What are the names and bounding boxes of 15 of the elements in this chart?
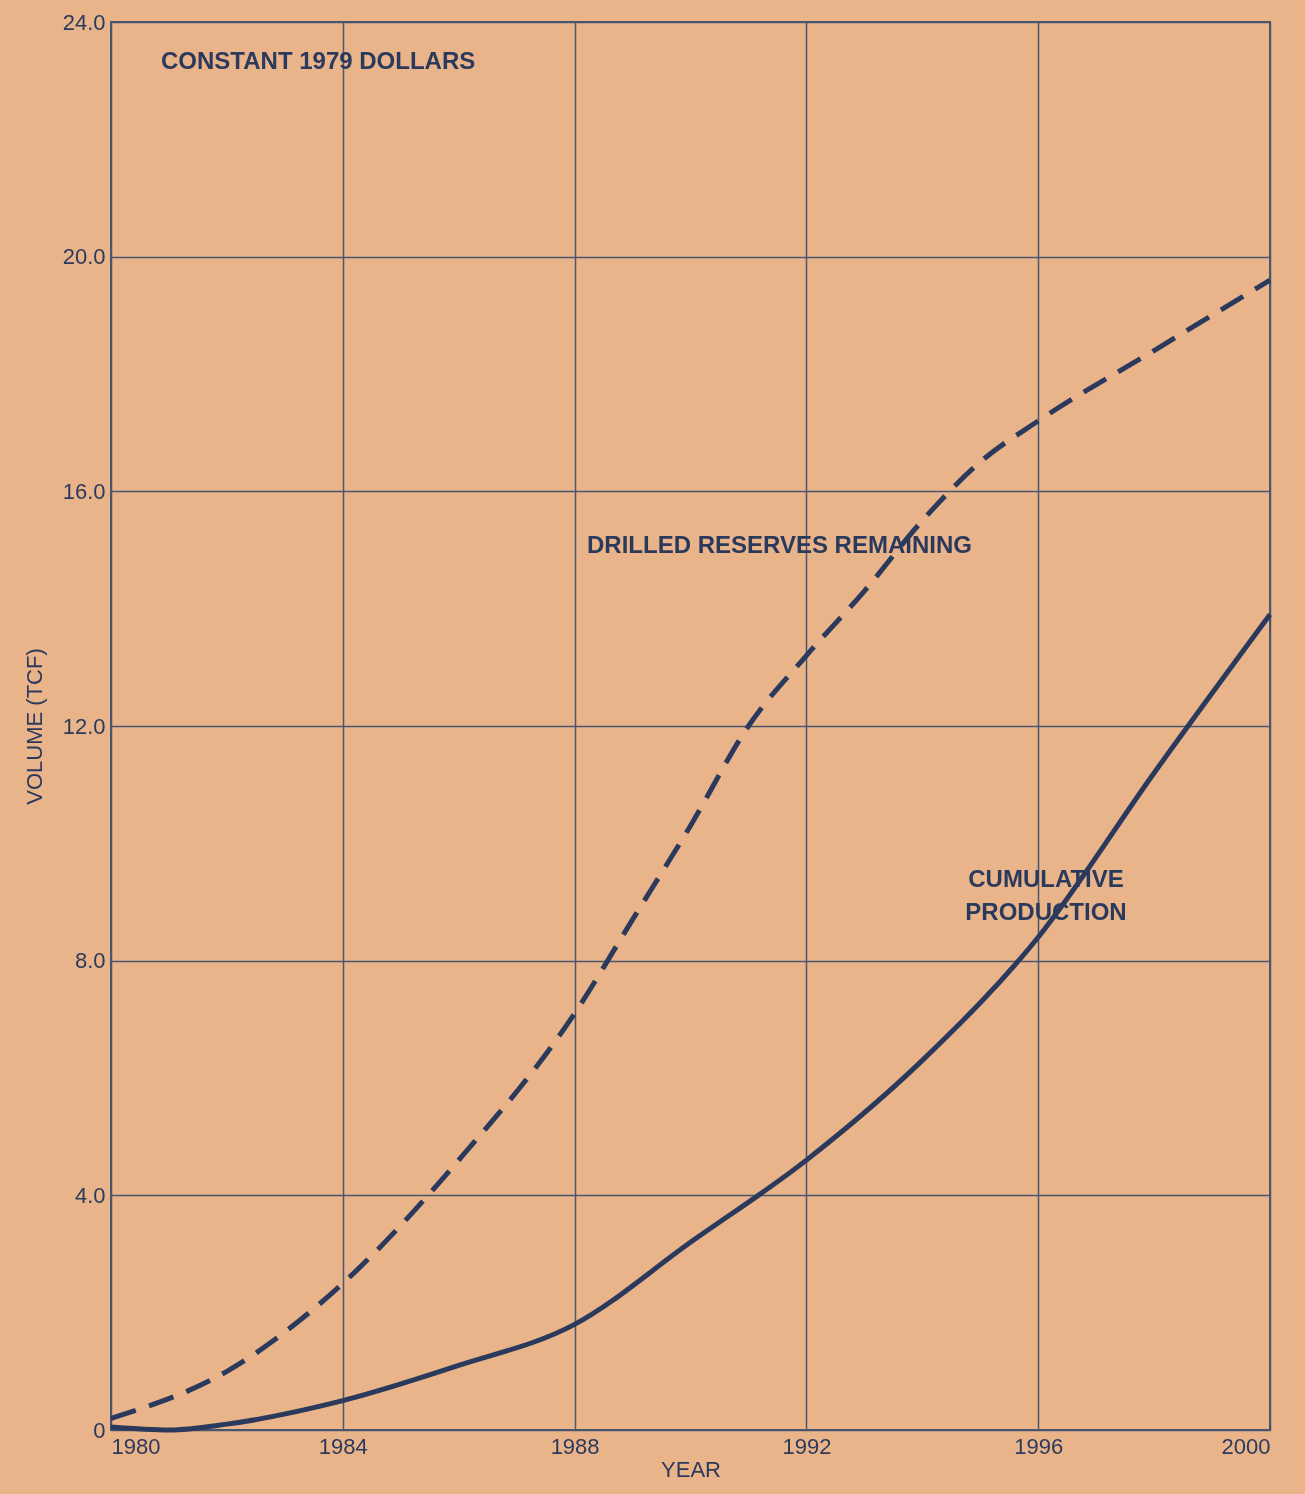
y-axis-title: VOLUME (TCF) (21, 648, 47, 805)
x-tick-label: 1996 (1014, 1433, 1064, 1459)
y-tick-label: 8.0 (74, 948, 106, 974)
y-tick-label: 0 (93, 1417, 106, 1443)
x-tick-label: 1984 (318, 1433, 368, 1459)
y-tick-label: 12.0 (62, 713, 106, 739)
x-axis-title: YEAR (661, 1456, 721, 1482)
y-tick-label: 16.0 (62, 478, 106, 504)
x-tick-label: 1980 (111, 1433, 161, 1459)
y-tick-label: 24.0 (62, 9, 106, 35)
x-tick-label: 1988 (550, 1433, 600, 1459)
x-tick-label: 1992 (782, 1433, 832, 1459)
y-tick-label: 20.0 (62, 244, 106, 270)
x-tick-label: 2000 (1221, 1433, 1271, 1459)
y-tick-label: 4.0 (74, 1182, 106, 1208)
